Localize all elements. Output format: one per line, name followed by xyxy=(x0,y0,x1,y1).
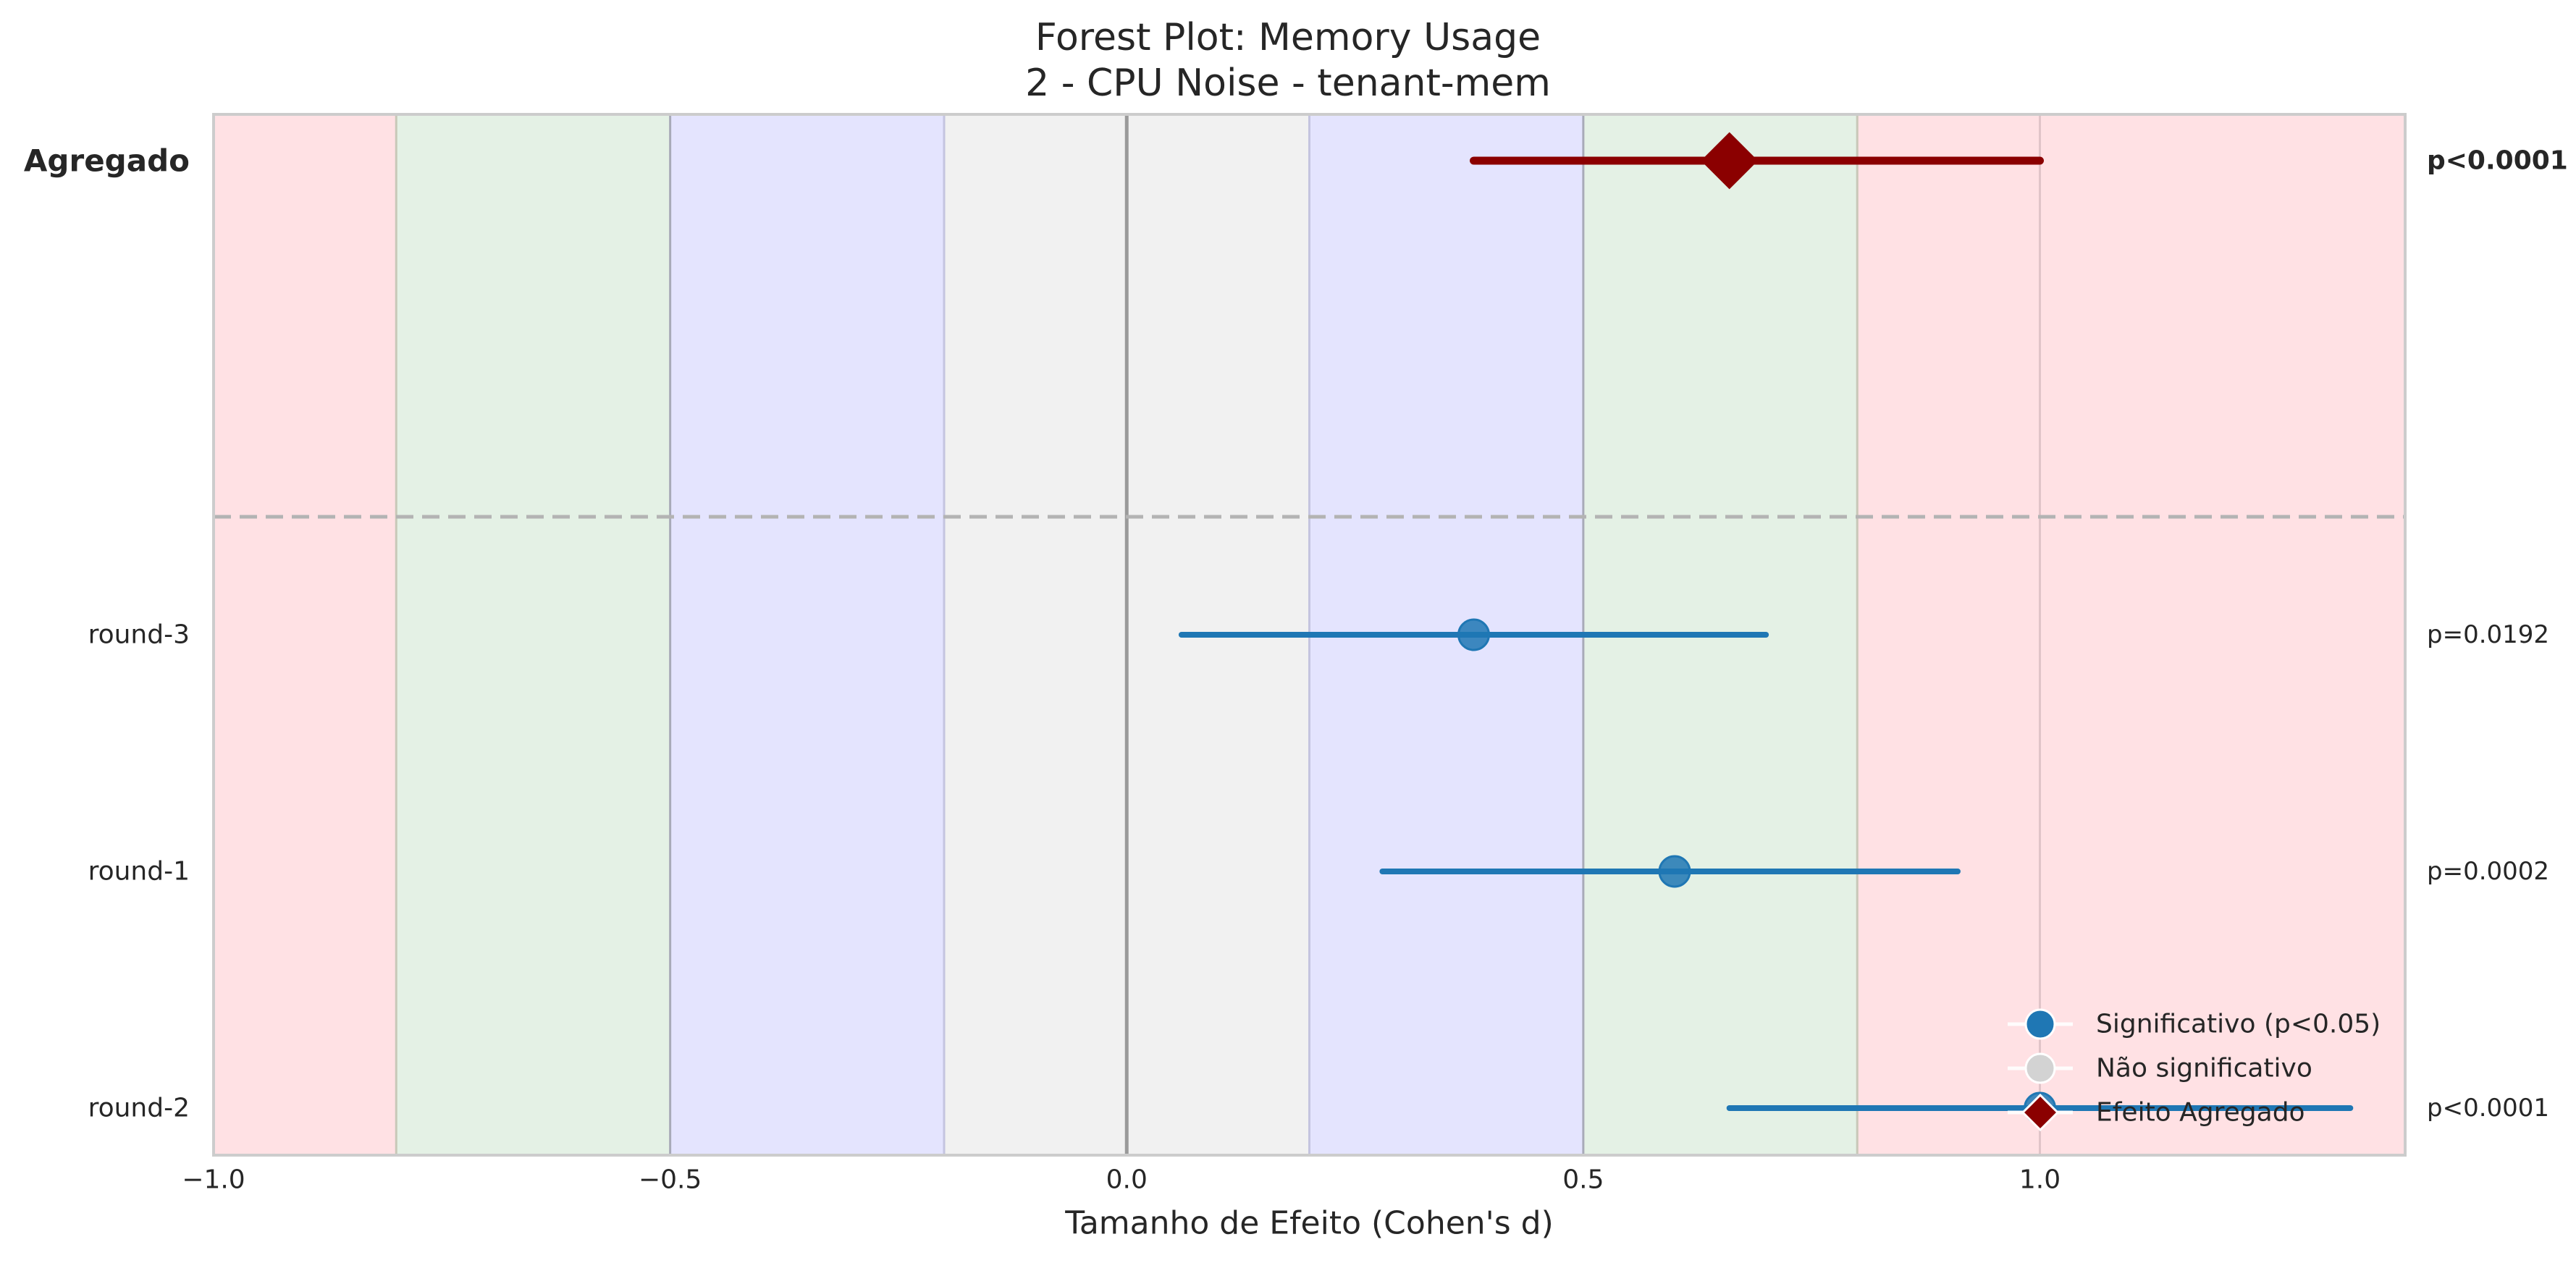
x-tick-label: 1.0 xyxy=(2019,1165,2061,1195)
chart-title: Forest Plot: Memory Usage xyxy=(1035,16,1541,59)
effect-band xyxy=(396,114,670,1155)
study-point xyxy=(1457,618,1491,651)
x-tick-label: 0.5 xyxy=(1562,1165,1604,1195)
legend-circle-marker xyxy=(2024,1052,2056,1084)
aggregate-label: Agregado xyxy=(24,143,190,179)
effect-band xyxy=(1857,114,2405,1155)
study-label: round-1 xyxy=(88,857,190,887)
effect-band xyxy=(214,114,397,1155)
study-label: round-3 xyxy=(88,620,190,650)
aggregate-p-value: p<0.0001 xyxy=(2427,146,2568,176)
study-p-value: p=0.0192 xyxy=(2427,620,2549,649)
legend-diamond-marker xyxy=(2021,1093,2060,1132)
study-point xyxy=(1658,855,1691,888)
legend-circle-marker xyxy=(2024,1008,2056,1040)
study-p-value: p<0.0001 xyxy=(2427,1094,2549,1123)
x-axis-label: Tamanho de Efeito (Cohen's d) xyxy=(1064,1205,1554,1242)
aggregate-diamond xyxy=(1701,132,1759,190)
legend-label: Significativo (p<0.05) xyxy=(2096,1010,2381,1039)
x-tick-label: −1.0 xyxy=(182,1165,245,1195)
x-tick-label: 0.0 xyxy=(1106,1165,1148,1195)
chart-subtitle: 2 - CPU Noise - tenant-mem xyxy=(1025,62,1551,105)
plot-frame xyxy=(212,113,2407,1157)
x-tick-label: −0.5 xyxy=(639,1165,702,1195)
study-p-value: p=0.0002 xyxy=(2427,857,2549,886)
legend-label: Efeito Agregado xyxy=(2096,1098,2305,1128)
effect-band xyxy=(670,114,944,1155)
study-label: round-2 xyxy=(88,1094,190,1123)
legend-label: Não significativo xyxy=(2096,1054,2312,1084)
